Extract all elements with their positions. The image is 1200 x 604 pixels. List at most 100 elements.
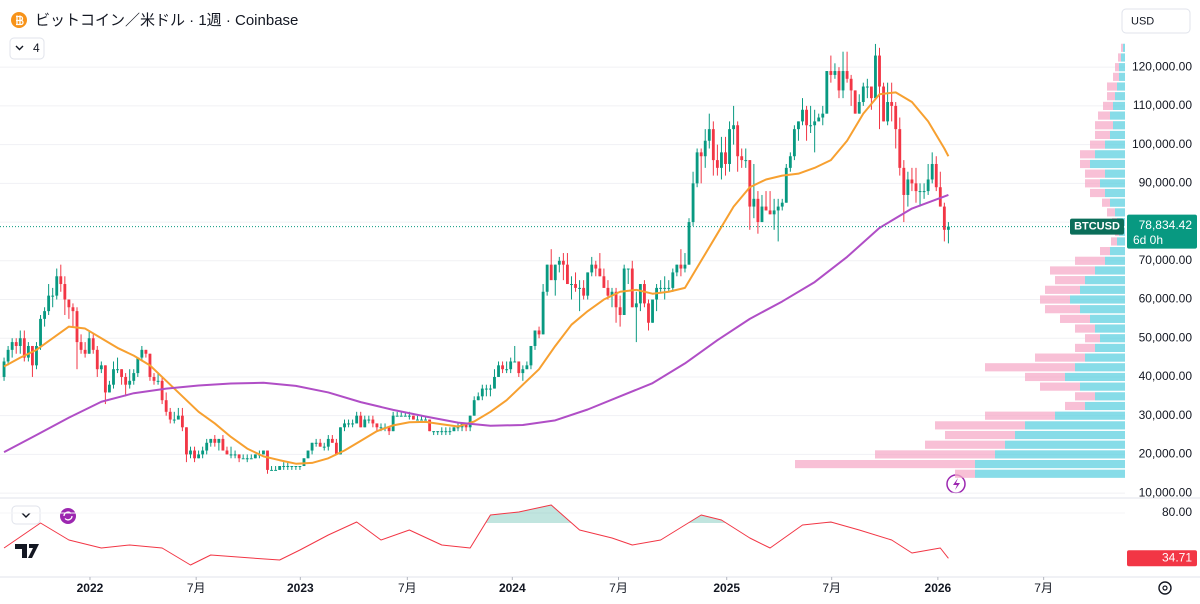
- candle-body: [213, 438, 217, 443]
- candle-body: [302, 458, 306, 467]
- candle-body: [436, 431, 440, 433]
- profile-down-bar: [1095, 130, 1110, 140]
- candle-body: [229, 454, 233, 456]
- candle-body: [488, 388, 492, 390]
- candle-body: [144, 349, 148, 354]
- candle-body: [817, 117, 821, 122]
- candle-body: [537, 330, 541, 335]
- candle-body: [306, 450, 310, 459]
- candle-body: [351, 423, 355, 425]
- profile-down-bar: [1025, 372, 1065, 382]
- profile-down-bar: [1080, 150, 1095, 159]
- profile-up-bar: [1085, 353, 1125, 362]
- profile-down-bar: [1085, 169, 1105, 178]
- profile-up-bar: [1115, 92, 1125, 101]
- candle-body: [172, 419, 176, 421]
- candle-body: [26, 345, 30, 358]
- profile-down-bar: [1065, 401, 1085, 411]
- candle-body: [679, 264, 683, 269]
- candle-body: [938, 187, 942, 207]
- candle-body: [768, 210, 772, 215]
- settings-icon[interactable]: [1158, 581, 1172, 595]
- candle-body: [391, 415, 395, 432]
- profile-down-bar: [1055, 276, 1085, 285]
- candle-body: [517, 361, 521, 374]
- candle-body: [387, 427, 391, 432]
- candle-body: [480, 388, 484, 397]
- candle-body: [752, 198, 756, 207]
- candle-body: [724, 152, 727, 164]
- candle-body: [829, 71, 833, 75]
- candle-body: [452, 427, 456, 432]
- candle-body: [630, 268, 634, 308]
- candle-body: [286, 466, 290, 468]
- candle-body: [237, 454, 241, 459]
- refresh-icon[interactable]: [60, 508, 76, 524]
- profile-down-bar: [1080, 159, 1090, 169]
- rsi-tick-label: 80.00: [1162, 505, 1192, 519]
- candle-body: [274, 469, 278, 471]
- candle-body: [878, 55, 881, 87]
- candle-body: [756, 198, 760, 223]
- candle-body: [266, 450, 269, 470]
- candle-body: [59, 276, 63, 285]
- candle-body: [618, 307, 622, 316]
- candle-body: [407, 415, 411, 417]
- x-tick-label: 7月: [822, 581, 841, 595]
- candle-body: [225, 450, 229, 455]
- profile-down-bar: [1090, 188, 1105, 198]
- lightning-glyph: [953, 478, 960, 490]
- candle-body: [91, 338, 95, 350]
- candle-body: [399, 415, 403, 417]
- candle-body: [590, 264, 594, 273]
- candle-body: [168, 411, 172, 420]
- profile-up-bar: [975, 469, 1125, 478]
- coin-glyph: [16, 15, 24, 26]
- candle-body: [318, 442, 322, 447]
- candle-body: [221, 438, 225, 451]
- candle-body: [395, 415, 399, 417]
- candle-body: [845, 71, 849, 79]
- rsi-tag-label: 34.71: [1162, 550, 1192, 564]
- profile-down-bar: [1075, 256, 1105, 265]
- profile-down-bar: [1035, 353, 1085, 362]
- profile-down-bar: [1107, 82, 1117, 91]
- candle-body: [946, 226, 950, 230]
- profile-up-bar: [1105, 140, 1125, 149]
- candle-body: [849, 78, 853, 91]
- profile-down-bar: [1121, 43, 1123, 52]
- candle-body: [707, 129, 711, 141]
- candle-body: [882, 86, 885, 122]
- currency-button[interactable]: [1121, 8, 1191, 34]
- pane-collapse[interactable]: [11, 505, 41, 525]
- profile-down-bar: [1075, 343, 1095, 353]
- candle-body: [801, 109, 804, 122]
- candle-body: [614, 291, 618, 308]
- candle-body: [22, 338, 26, 358]
- candle-body: [79, 342, 83, 350]
- candle-body: [918, 191, 922, 193]
- candle-body: [813, 121, 817, 126]
- candle-body: [193, 450, 196, 459]
- candle-body: [683, 264, 687, 269]
- candle-body: [51, 295, 55, 297]
- candle-body: [869, 86, 873, 99]
- candle-body: [14, 342, 18, 346]
- candle-body: [643, 284, 646, 304]
- indicators-toggle[interactable]: [9, 37, 45, 60]
- candle-body: [699, 152, 703, 157]
- chevron-icon: [21, 512, 31, 518]
- moving-average-line: [3, 91, 950, 465]
- tradingview-logo[interactable]: [15, 544, 39, 558]
- candle-body: [780, 202, 784, 207]
- candle-body: [112, 369, 115, 385]
- price-tag-label: 78,834.42: [1139, 218, 1193, 232]
- candle-body: [833, 71, 837, 75]
- candle-body: [339, 427, 342, 455]
- profile-down-bar: [1107, 208, 1115, 217]
- y-tick-label: 90,000.00: [1139, 176, 1193, 190]
- profile-up-bar: [1080, 382, 1125, 391]
- profile-down-bar: [1085, 334, 1100, 343]
- candle-body: [420, 419, 423, 421]
- candle-body: [825, 71, 829, 114]
